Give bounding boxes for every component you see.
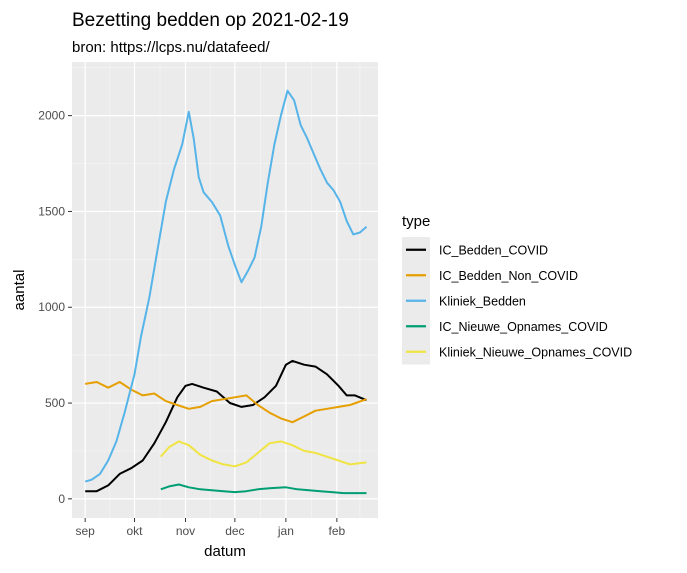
y-tick-label: 2000 <box>38 109 65 123</box>
plot-panel <box>72 62 378 518</box>
series-line-kliniek-bedden <box>84 89 368 483</box>
x-tick-label: okt <box>127 524 144 538</box>
x-tick-label: sep <box>75 524 95 538</box>
chart-subtitle: bron: https://lcps.nu/datafeed/ <box>72 39 270 56</box>
x-tick-label: nov <box>176 524 195 538</box>
chart-title: Bezetting bedden op 2021-02-19 <box>72 10 349 31</box>
x-axis-title: datum <box>204 543 246 560</box>
series-line-kliniek-nieuwe-opnames-covid <box>160 440 367 468</box>
legend-label: IC_Nieuwe_Opnames_COVID <box>439 320 608 334</box>
legend-label: IC_Bedden_Non_COVID <box>439 269 578 283</box>
series-line-ic-bedden-covid <box>85 359 367 493</box>
y-tick-label: 500 <box>45 396 65 410</box>
legend-label: Kliniek_Bedden <box>439 294 526 308</box>
legend-label: IC_Bedden_COVID <box>439 243 548 257</box>
x-tick-label: feb <box>329 524 346 538</box>
y-tick-label: 0 <box>58 492 65 506</box>
y-tick-label: 1500 <box>38 204 65 218</box>
series-line-ic-nieuwe-opnames-covid <box>160 483 367 495</box>
grid-major <box>72 62 378 518</box>
series-layer <box>84 89 368 495</box>
grid-minor <box>72 62 378 518</box>
x-tick-label: jan <box>277 524 294 538</box>
x-tick-label: dec <box>225 524 244 538</box>
legend-label: Kliniek_Nieuwe_Opnames_COVID <box>439 345 632 359</box>
y-axis-title: aantal <box>11 270 28 311</box>
x-axis: sep okt nov dec jan feb <box>75 518 346 538</box>
legend: type IC_Bedden_COVID IC_Bedden_Non_COVID K… <box>402 213 632 365</box>
y-axis: 0 500 1000 1500 2000 <box>38 109 72 506</box>
y-tick-label: 1000 <box>38 300 65 314</box>
legend-title: type <box>402 213 430 230</box>
